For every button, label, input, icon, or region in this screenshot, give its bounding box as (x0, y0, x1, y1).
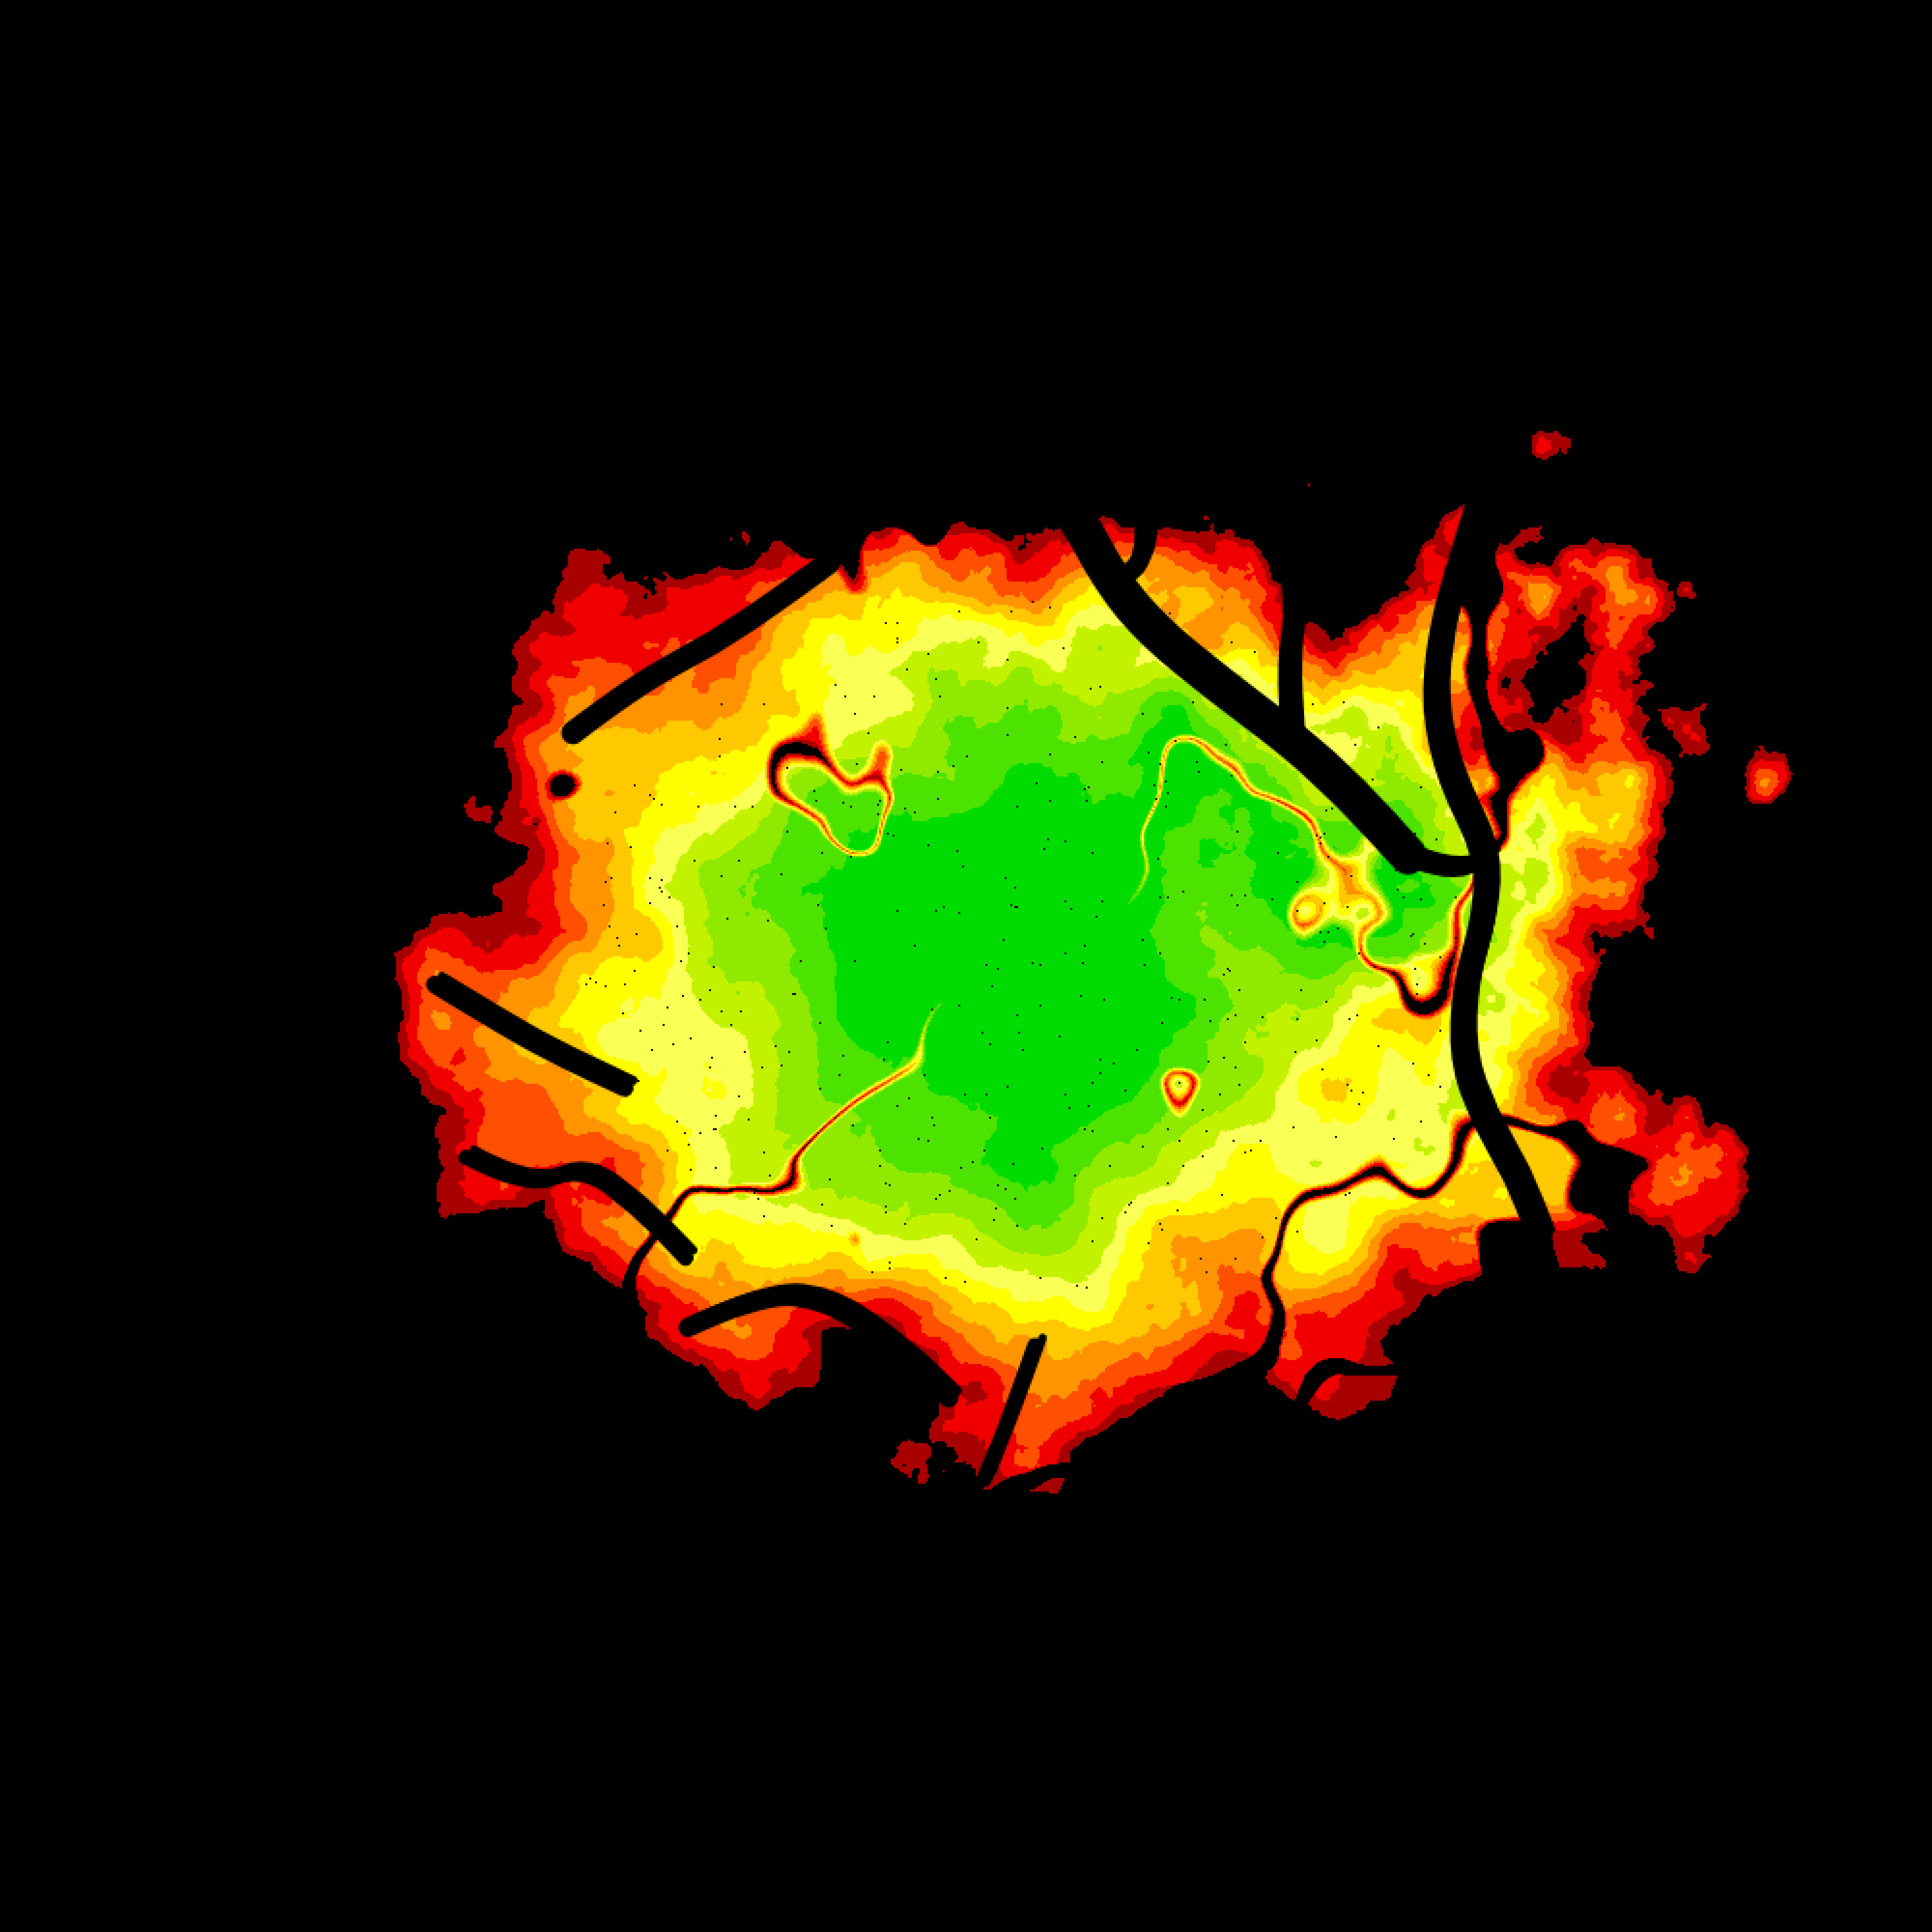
screenshot-root (0, 0, 1932, 1932)
elevation-raster-canvas (0, 0, 1932, 1932)
